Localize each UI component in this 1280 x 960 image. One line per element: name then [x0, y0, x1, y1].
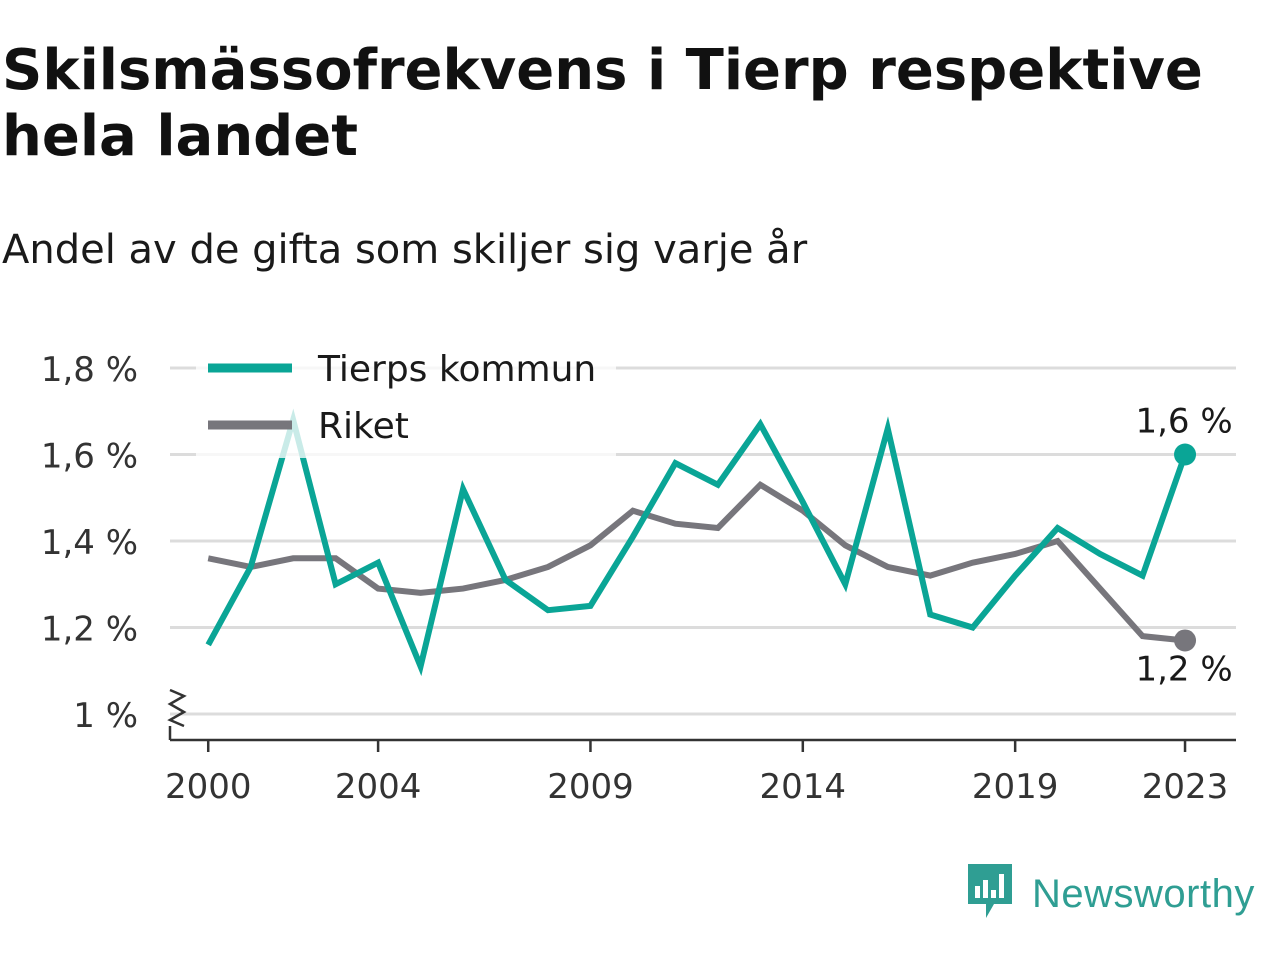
legend-background	[196, 338, 616, 458]
x-tick-label: 2023	[1142, 767, 1229, 807]
end-value-label: 1,2 %	[1135, 649, 1232, 689]
chart-subtitle: Andel av de gifta som skiljer sig varje …	[2, 227, 808, 273]
x-tick-label: 2004	[335, 767, 422, 807]
y-tick-label: 1,4 %	[41, 523, 138, 563]
legend-label: Riket	[318, 406, 409, 447]
y-tick-label: 1,8 %	[41, 350, 138, 390]
end-value-label: 1,6 %	[1135, 402, 1232, 442]
legend-label: Tierps kommun	[317, 349, 596, 390]
x-tick-label: 2009	[547, 767, 634, 807]
chart-title: Skilsmässofrekvens i Tierp respektive he…	[2, 38, 1203, 169]
series-lines	[205, 408, 1188, 677]
y-tick-label: 1 %	[73, 696, 138, 736]
x-tick-label: 2014	[760, 767, 847, 807]
end-point-marker	[1174, 629, 1197, 652]
brand-name: Newsworthy	[1032, 871, 1255, 916]
end-labels: 1,6 % 1,2 %	[1135, 402, 1232, 690]
y-tick-label: 1,2 %	[41, 610, 138, 650]
series-line-tierp	[205, 408, 1188, 677]
x-tick-label: 2000	[165, 767, 252, 807]
x-tick-label: 2019	[972, 767, 1059, 807]
x-axis	[167, 688, 1236, 752]
newsworthy-logo-icon	[964, 860, 1016, 928]
end-point-marker	[1174, 443, 1197, 466]
x-axis-tick-labels: 2000 2004 2009 2014 2019 2023	[165, 767, 1228, 807]
axis-break-icon	[167, 688, 187, 728]
legend: Tierps kommun Riket	[196, 338, 616, 458]
series-line-riket	[207, 480, 1186, 644]
y-axis-tick-labels: 1 % 1,2 % 1,4 % 1,6 % 1,8 %	[41, 350, 138, 736]
y-tick-label: 1,6 %	[41, 437, 138, 477]
newsworthy-brand: Newsworthy	[964, 862, 1255, 926]
